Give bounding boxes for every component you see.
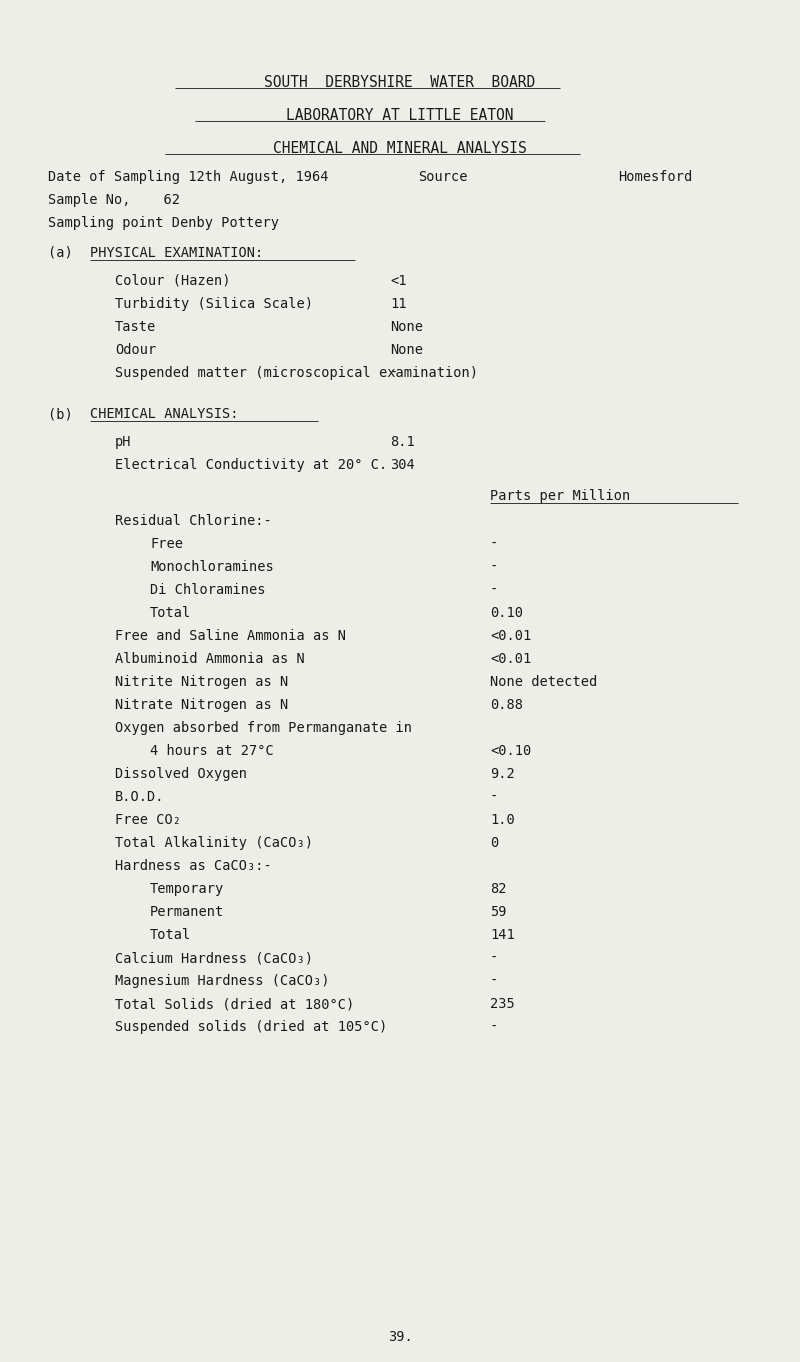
Text: SOUTH  DERBYSHIRE  WATER  BOARD: SOUTH DERBYSHIRE WATER BOARD	[264, 75, 536, 90]
Text: Magnesium Hardness (CaCO₃): Magnesium Hardness (CaCO₃)	[115, 974, 330, 987]
Text: 141: 141	[490, 928, 514, 943]
Text: Sampling point Denby Pottery: Sampling point Denby Pottery	[48, 217, 279, 230]
Text: Electrical Conductivity at 20° C.: Electrical Conductivity at 20° C.	[115, 458, 387, 473]
Text: Total: Total	[150, 606, 191, 620]
Text: 39.: 39.	[388, 1331, 412, 1344]
Text: 8.1: 8.1	[390, 434, 414, 449]
Text: Parts per Million: Parts per Million	[490, 489, 630, 503]
Text: 1.0: 1.0	[490, 813, 514, 827]
Text: Temporary: Temporary	[150, 883, 224, 896]
Text: CHEMICAL ANALYSIS:: CHEMICAL ANALYSIS:	[90, 407, 238, 421]
Text: Odour: Odour	[115, 343, 156, 357]
Text: -: -	[490, 790, 498, 804]
Text: -: -	[490, 974, 498, 987]
Text: None: None	[390, 343, 423, 357]
Text: Permanent: Permanent	[150, 904, 224, 919]
Text: -: -	[490, 560, 498, 573]
Text: Suspended solids (dried at 105°C): Suspended solids (dried at 105°C)	[115, 1020, 387, 1034]
Text: PHYSICAL EXAMINATION:: PHYSICAL EXAMINATION:	[90, 247, 263, 260]
Text: -: -	[490, 583, 498, 597]
Text: 59: 59	[490, 904, 506, 919]
Text: Free CO₂: Free CO₂	[115, 813, 181, 827]
Text: pH: pH	[115, 434, 131, 449]
Text: Di Chloramines: Di Chloramines	[150, 583, 266, 597]
Text: Calcium Hardness (CaCO₃): Calcium Hardness (CaCO₃)	[115, 951, 313, 966]
Text: <0.01: <0.01	[490, 629, 531, 643]
Text: Turbidity (Silica Scale): Turbidity (Silica Scale)	[115, 297, 313, 311]
Text: Total: Total	[150, 928, 191, 943]
Text: LABORATORY AT LITTLE EATON: LABORATORY AT LITTLE EATON	[286, 108, 514, 123]
Text: Free and Saline Ammonia as N: Free and Saline Ammonia as N	[115, 629, 346, 643]
Text: 235: 235	[490, 997, 514, 1011]
Text: Nitrite Nitrogen as N: Nitrite Nitrogen as N	[115, 676, 288, 689]
Text: -: -	[490, 537, 498, 552]
Text: -: -	[390, 366, 398, 380]
Text: Taste: Taste	[115, 320, 156, 334]
Text: Colour (Hazen): Colour (Hazen)	[115, 274, 230, 287]
Text: Date of Sampling 12th August, 1964: Date of Sampling 12th August, 1964	[48, 170, 329, 184]
Text: B.O.D.: B.O.D.	[115, 790, 165, 804]
Text: 0: 0	[490, 836, 498, 850]
Text: 9.2: 9.2	[490, 767, 514, 780]
Text: -: -	[490, 1020, 498, 1034]
Text: (b): (b)	[48, 407, 81, 421]
Text: Oxygen absorbed from Permanganate in: Oxygen absorbed from Permanganate in	[115, 720, 412, 735]
Text: 0.10: 0.10	[490, 606, 523, 620]
Text: Hardness as CaCO₃:-: Hardness as CaCO₃:-	[115, 859, 272, 873]
Text: <0.01: <0.01	[490, 652, 531, 666]
Text: None detected: None detected	[490, 676, 598, 689]
Text: <1: <1	[390, 274, 406, 287]
Text: CHEMICAL AND MINERAL ANALYSIS: CHEMICAL AND MINERAL ANALYSIS	[273, 142, 527, 157]
Text: 0.88: 0.88	[490, 697, 523, 712]
Text: None: None	[390, 320, 423, 334]
Text: 11: 11	[390, 297, 406, 311]
Text: Source: Source	[418, 170, 467, 184]
Text: -: -	[490, 951, 498, 966]
Text: Dissolved Oxygen: Dissolved Oxygen	[115, 767, 247, 780]
Text: Homesford: Homesford	[618, 170, 692, 184]
Text: Suspended matter (microscopical examination): Suspended matter (microscopical examinat…	[115, 366, 478, 380]
Text: Monochloramines: Monochloramines	[150, 560, 274, 573]
Text: Albuminoid Ammonia as N: Albuminoid Ammonia as N	[115, 652, 305, 666]
Text: Nitrate Nitrogen as N: Nitrate Nitrogen as N	[115, 697, 288, 712]
Text: Residual Chlorine:-: Residual Chlorine:-	[115, 513, 272, 528]
Text: 4 hours at 27°C: 4 hours at 27°C	[150, 744, 274, 759]
Text: Sample No,    62: Sample No, 62	[48, 193, 180, 207]
Text: 304: 304	[390, 458, 414, 473]
Text: Free: Free	[150, 537, 183, 552]
Text: 82: 82	[490, 883, 506, 896]
Text: <0.10: <0.10	[490, 744, 531, 759]
Text: (a): (a)	[48, 247, 81, 260]
Text: Total Solids (dried at 180°C): Total Solids (dried at 180°C)	[115, 997, 354, 1011]
Text: Total Alkalinity (CaCO₃): Total Alkalinity (CaCO₃)	[115, 836, 313, 850]
